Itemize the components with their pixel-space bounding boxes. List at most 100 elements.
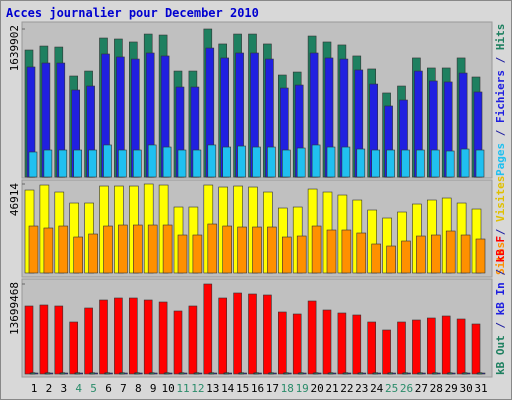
bar xyxy=(118,224,128,274)
legend: Pages / Fichiers / Hits xyxy=(494,24,507,176)
bar xyxy=(313,372,319,375)
x-tick-label: 29 xyxy=(445,382,458,395)
bar xyxy=(84,307,93,375)
bar xyxy=(69,321,78,375)
bar xyxy=(441,315,451,375)
x-tick-label: 4 xyxy=(75,382,82,395)
bar xyxy=(192,149,202,178)
bar xyxy=(283,372,289,375)
bar xyxy=(173,310,183,375)
bar xyxy=(356,148,366,178)
bar xyxy=(237,226,247,274)
bar xyxy=(114,297,123,375)
bar xyxy=(254,372,259,375)
bar xyxy=(120,372,125,375)
bar xyxy=(162,224,173,274)
bar xyxy=(281,149,291,178)
legend-entry: kB In xyxy=(494,282,507,315)
bar xyxy=(307,300,317,375)
bar xyxy=(269,372,274,375)
y-tick-label: 1639902 xyxy=(8,25,21,71)
x-tick-label: 22 xyxy=(340,382,353,395)
x-tick-label: 23 xyxy=(355,382,368,395)
bar xyxy=(371,149,381,178)
bar xyxy=(118,149,127,178)
bar xyxy=(456,318,466,375)
bar xyxy=(373,372,379,375)
bar xyxy=(207,223,218,274)
bar xyxy=(416,235,426,274)
bar xyxy=(188,305,198,375)
legend-separator: / xyxy=(494,123,507,143)
x-tick-label: 11 xyxy=(176,382,189,395)
bar xyxy=(179,372,185,375)
x-tick-label: 6 xyxy=(105,382,112,395)
bar xyxy=(248,293,257,375)
x-tick-label: 26 xyxy=(400,382,413,395)
bar xyxy=(388,372,393,375)
bar xyxy=(222,146,231,178)
bar xyxy=(88,149,97,178)
bar xyxy=(401,240,411,274)
bar xyxy=(356,232,367,274)
x-tick-label: 7 xyxy=(120,382,127,395)
legend-separator: / xyxy=(494,262,507,282)
x-tick-label: 31 xyxy=(474,382,487,395)
bar xyxy=(447,372,453,375)
bar xyxy=(43,149,53,178)
bar xyxy=(73,236,83,274)
bar xyxy=(192,234,203,274)
bar xyxy=(371,243,382,274)
x-tick-label: 20 xyxy=(310,382,323,395)
bar xyxy=(58,149,68,178)
bar xyxy=(133,149,142,178)
x-tick-label: 16 xyxy=(251,382,264,395)
bar xyxy=(209,372,215,375)
bar xyxy=(60,372,66,375)
bar xyxy=(133,224,143,274)
bar xyxy=(135,372,140,375)
bar xyxy=(224,372,229,375)
bar xyxy=(281,236,292,274)
x-tick-label: 27 xyxy=(415,382,428,395)
bar xyxy=(292,313,302,375)
bar xyxy=(296,147,306,178)
bar xyxy=(326,229,337,274)
x-tick-label: 28 xyxy=(430,382,443,395)
bar xyxy=(337,312,347,375)
bar xyxy=(24,305,34,375)
bar xyxy=(311,144,321,178)
bar xyxy=(296,235,307,274)
bar xyxy=(73,149,82,178)
y-tick-label: 13699468 xyxy=(8,282,21,335)
bar xyxy=(477,372,483,375)
bar xyxy=(239,372,244,375)
legend-entry: Visites xyxy=(494,176,507,222)
bar xyxy=(263,294,272,375)
x-tick-label: 5 xyxy=(90,382,97,395)
bar xyxy=(103,225,113,274)
bar xyxy=(341,229,352,274)
x-tick-label: 12 xyxy=(191,382,204,395)
legend-entry: Sites xyxy=(494,242,507,275)
bar xyxy=(58,225,69,274)
bar xyxy=(75,372,80,375)
bar xyxy=(386,149,395,178)
bar xyxy=(416,149,425,178)
bar xyxy=(445,150,455,178)
bar xyxy=(203,283,213,375)
bar xyxy=(460,148,470,178)
bar xyxy=(143,299,153,375)
legend-separator: / xyxy=(494,222,507,242)
x-tick-label: 1 xyxy=(31,382,38,395)
legend-separator: / xyxy=(494,50,507,70)
bar xyxy=(28,225,39,274)
bar xyxy=(471,323,481,375)
y-tick-label: 46914 xyxy=(8,183,21,216)
bar xyxy=(475,238,486,274)
legend: Sites / Visites xyxy=(494,176,507,275)
bar xyxy=(403,372,408,375)
bar xyxy=(426,317,436,375)
bar xyxy=(352,314,362,375)
